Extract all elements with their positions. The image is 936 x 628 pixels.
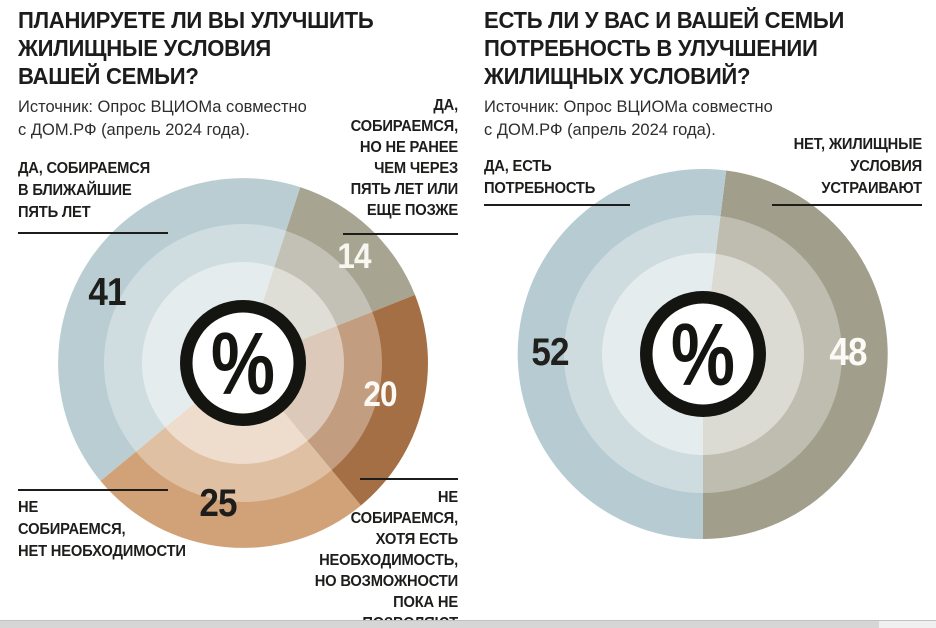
hub-circle	[652, 303, 754, 405]
right-chart-source: Источник: Опрос ВЦИОМа совместно с ДОМ.Р…	[484, 97, 773, 139]
hub-circle	[192, 312, 294, 414]
percent-symbol: %	[211, 315, 275, 413]
slice-value-52: 52	[531, 331, 569, 374]
slice-value-25: 25	[199, 482, 237, 525]
callout-rule	[772, 204, 922, 206]
callout-rule	[360, 478, 458, 480]
slice-value-48: 48	[829, 331, 867, 374]
bottom-divider-bar-right	[879, 621, 936, 628]
right-pie-chart: %	[517, 169, 888, 540]
right-chart-title: ЕСТЬ ЛИ У ВАС И ВАШЕЙ СЕМЬИ ПОТРЕБНОСТЬ …	[484, 7, 845, 89]
callout-label-yes-later-than-five-years: ДА, СОБИРАЕМСЯ, НО НЕ РАНЕЕ ЧЕМ ЧЕРЕЗ ПЯ…	[350, 97, 459, 219]
left-pie-chart: %	[58, 178, 428, 548]
callout-rule	[484, 204, 630, 206]
callout-label-no-but-need-exists: НЕ СОБИРАЕМСЯ, ХОТЯ ЕСТЬ НЕОБХОДИМОСТЬ, …	[314, 489, 458, 628]
percent-symbol: %	[671, 306, 735, 404]
slice-value-20: 20	[363, 375, 397, 414]
pie-slice	[58, 178, 301, 481]
callout-label-no-need: НЕ СОБИРАЕМСЯ, НЕТ НЕОБХОДИМОСТИ	[18, 499, 186, 560]
pie-slice	[517, 169, 727, 540]
pie-slice	[703, 170, 888, 539]
callout-label-no-conditions-fine: НЕТ, ЖИЛИЩНЫЕ УСЛОВИЯ УСТРАИВАЮТ	[793, 136, 923, 197]
slice-value-41: 41	[88, 271, 126, 314]
callout-rule	[18, 232, 168, 234]
callout-label-yes-have-need: ДА, ЕСТЬ ПОТРЕБНОСТЬ	[484, 158, 596, 197]
slice-value-14: 14	[337, 237, 371, 276]
left-chart-source: Источник: Опрос ВЦИОМа совместно с ДОМ.Р…	[18, 97, 307, 139]
pie-slice	[100, 363, 361, 548]
callout-rule	[343, 233, 458, 235]
bottom-divider-bar	[0, 620, 936, 628]
callout-rule	[18, 489, 168, 491]
left-chart-title: ПЛАНИРУЕТЕ ЛИ ВЫ УЛУЧШИТЬ ЖИЛИЩНЫЕ УСЛОВ…	[18, 7, 374, 89]
callout-label-yes-next-five-years: ДА, СОБИРАЕМСЯ В БЛИЖАЙШИЕ ПЯТЬ ЛЕТ	[18, 160, 151, 221]
